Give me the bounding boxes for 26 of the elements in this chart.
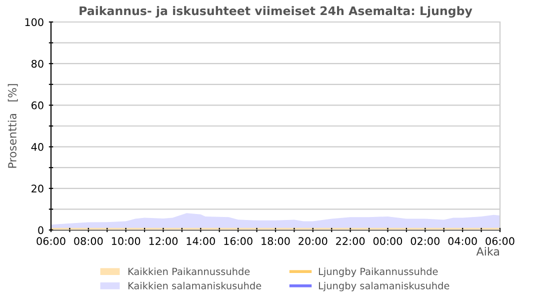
chart-title: Paikannus- ja iskusuhteet viimeiset 24h Asemalta: Ljungby bbox=[80, 6, 472, 18]
x-tick-label: 14:00 bbox=[186, 237, 215, 246]
legend-label: Ljungby Paikannussuhde bbox=[318, 268, 438, 277]
x-tick-label: 02:00 bbox=[410, 237, 440, 246]
x-tick-label: 00:00 bbox=[373, 237, 402, 246]
x-tick-label: 16:00 bbox=[224, 237, 252, 246]
y-tick-label: 0 bbox=[38, 226, 44, 234]
legend-label: Kaikkien salamaniskusuhde bbox=[128, 282, 262, 290]
y-tick-label: 60 bbox=[32, 101, 44, 110]
y-tick-label: 100 bbox=[25, 18, 44, 26]
x-tick-label: 06:00 bbox=[486, 237, 514, 246]
legend-label: Ljungby salamaniskusuhde bbox=[318, 282, 450, 292]
x-tick-label: 08:00 bbox=[74, 237, 103, 246]
legend-label: Kaikkien Paikannussuhde bbox=[128, 268, 250, 276]
x-tick-label: 04:00 bbox=[448, 237, 477, 246]
y-tick-label: 20 bbox=[32, 184, 44, 193]
y-tick-label: 80 bbox=[32, 60, 44, 68]
x-tick-label: 06:00 bbox=[36, 237, 66, 246]
x-tick-label: 20:00 bbox=[298, 237, 328, 246]
x-tick-label: 18:00 bbox=[262, 237, 290, 246]
x-tick-label: 22:00 bbox=[336, 237, 365, 246]
y-tick-label: 40 bbox=[31, 143, 44, 151]
x-axis-title: Aika bbox=[476, 247, 499, 256]
x-tick-label: 10:00 bbox=[112, 237, 140, 246]
y-axis-title: Prosenttia [%] bbox=[8, 84, 18, 168]
x-tick-label: 12:00 bbox=[149, 237, 178, 246]
